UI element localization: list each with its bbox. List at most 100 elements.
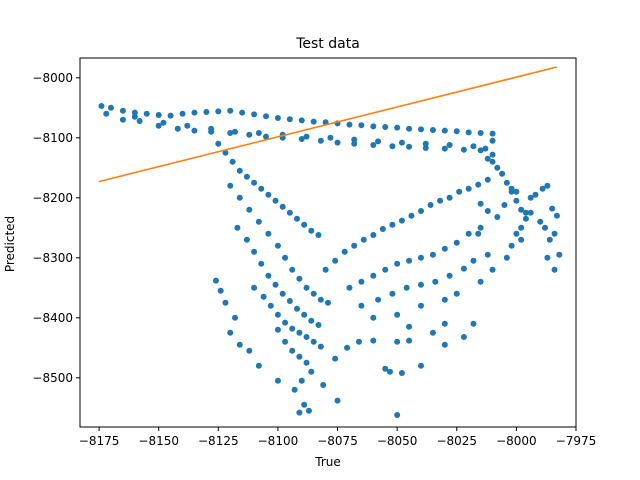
y-tick-label: −8400	[32, 311, 73, 325]
plot-area	[98, 66, 563, 418]
data-point	[489, 151, 496, 158]
data-point	[389, 221, 396, 228]
data-point	[155, 122, 162, 129]
data-point	[394, 260, 401, 267]
data-point	[465, 129, 472, 136]
data-point	[358, 122, 365, 129]
data-point	[301, 311, 308, 318]
data-point	[484, 208, 491, 214]
data-point	[274, 311, 281, 318]
data-point	[251, 111, 258, 118]
data-point	[131, 113, 138, 120]
data-point	[460, 334, 467, 340]
data-point	[418, 208, 424, 214]
data-point	[489, 266, 496, 273]
data-point	[477, 278, 484, 285]
data-point	[272, 197, 279, 204]
data-point	[282, 254, 289, 261]
data-point	[282, 338, 289, 345]
data-point	[119, 116, 126, 123]
y-axis-label: Predicted	[3, 216, 17, 272]
data-point	[255, 130, 262, 136]
data-point	[406, 125, 413, 132]
data-point	[394, 412, 401, 418]
data-point	[518, 224, 525, 231]
data-point	[215, 108, 222, 115]
data-point	[325, 299, 331, 306]
x-tick-label: −8025	[436, 434, 477, 448]
data-point	[370, 142, 377, 148]
data-point	[441, 145, 448, 152]
data-point	[308, 227, 315, 234]
data-point	[477, 200, 484, 207]
data-point	[370, 123, 377, 130]
data-point	[460, 265, 467, 272]
chart-title: Test data	[295, 36, 360, 52]
data-point	[358, 302, 365, 309]
data-point	[255, 218, 262, 225]
data-point	[212, 277, 219, 284]
data-point	[356, 338, 362, 345]
data-point	[108, 104, 114, 111]
data-point	[398, 139, 405, 146]
data-point	[236, 194, 243, 201]
data-point	[532, 191, 539, 198]
data-point	[327, 134, 334, 141]
data-point	[236, 167, 243, 174]
data-point	[387, 368, 393, 375]
data-point	[437, 197, 444, 204]
data-point	[475, 230, 482, 237]
data-point	[251, 179, 258, 186]
data-point	[360, 236, 367, 243]
data-point	[370, 314, 377, 321]
data-point	[406, 257, 413, 264]
data-point	[263, 133, 269, 140]
data-point	[317, 296, 324, 303]
data-point	[389, 143, 396, 150]
data-point	[522, 215, 529, 222]
data-point	[484, 155, 491, 162]
data-point	[255, 362, 262, 369]
data-point	[291, 386, 298, 393]
data-point	[508, 242, 515, 249]
data-point	[422, 140, 429, 147]
data-point	[475, 181, 482, 188]
data-point	[382, 266, 389, 273]
data-point	[351, 242, 358, 249]
data-point	[484, 251, 491, 258]
data-point	[518, 236, 525, 243]
data-point	[441, 320, 448, 327]
data-point	[537, 218, 544, 225]
data-point	[441, 245, 448, 252]
data-point	[246, 206, 253, 213]
data-point	[227, 329, 234, 336]
data-point	[263, 113, 269, 120]
data-point	[315, 232, 322, 238]
data-point	[489, 137, 496, 144]
data-point	[418, 362, 424, 369]
data-point	[303, 284, 310, 291]
data-point	[370, 337, 377, 344]
y-tick-label: −8500	[32, 371, 73, 385]
data-point	[301, 401, 308, 408]
data-point	[274, 242, 281, 249]
data-point	[246, 131, 253, 138]
data-point	[446, 194, 453, 201]
data-point	[398, 217, 405, 224]
x-tick-label: −8100	[258, 434, 299, 448]
data-point	[375, 296, 382, 303]
data-point	[542, 224, 548, 231]
data-point	[427, 202, 434, 208]
data-point	[370, 232, 377, 238]
data-point	[267, 302, 274, 309]
data-point	[389, 290, 396, 297]
data-point	[217, 287, 224, 294]
data-point	[308, 317, 315, 324]
y-tick-label: −8000	[32, 71, 73, 85]
data-point	[513, 188, 520, 195]
data-point	[243, 173, 250, 180]
data-point	[408, 212, 415, 219]
data-point	[441, 341, 448, 348]
data-point	[236, 341, 243, 348]
